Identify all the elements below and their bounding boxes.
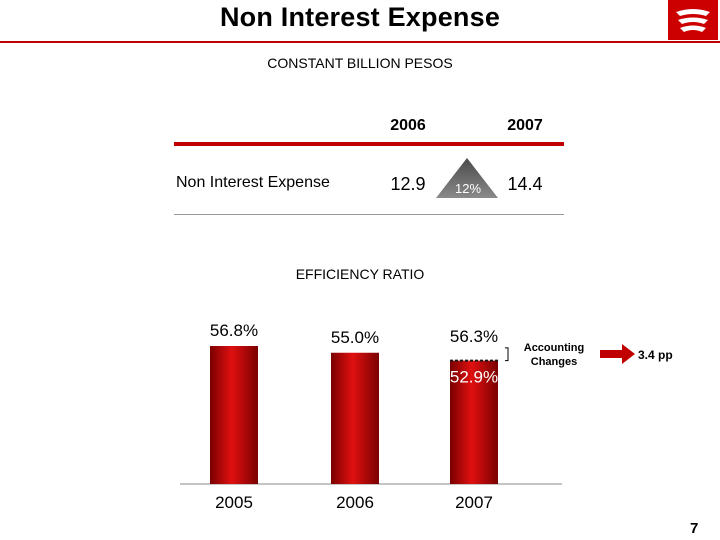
growth-triangle-icon	[436, 158, 498, 198]
value-2007: 14.4	[507, 174, 543, 194]
table-year-2006: 2006	[390, 117, 426, 134]
bar-value-label-2006: 55.0%	[331, 328, 379, 347]
bar-2007	[450, 360, 498, 484]
page-title: Non Interest Expense	[219, 2, 501, 32]
page-number: 7	[690, 520, 699, 537]
bar-value-label-2007: 56.3%	[450, 327, 498, 346]
x-tick-label-2005: 2005	[215, 493, 253, 512]
difference-value: 3.4 pp	[638, 348, 673, 362]
row-label: Non Interest Expense	[176, 174, 330, 191]
company-logo	[668, 0, 718, 40]
x-tick-label-2006: 2006	[336, 493, 374, 512]
right-arrow-icon	[600, 344, 635, 364]
bar-2005	[210, 346, 258, 484]
table-bottom-rule	[174, 214, 564, 215]
table-year-2007: 2007	[507, 117, 543, 134]
value-2006: 12.9	[390, 174, 426, 194]
bar-value-label-2005: 56.8%	[210, 321, 258, 340]
accounting-changes-label: Accounting Changes	[523, 342, 585, 368]
units-subtitle: CONSTANT BILLION PESOS	[267, 55, 453, 71]
table-header-rule	[174, 142, 564, 146]
adjusted-ratio-label: 52.9%	[450, 368, 498, 387]
title-divider	[0, 41, 720, 43]
growth-percent: 12%	[454, 181, 482, 196]
difference-bracket	[505, 347, 509, 362]
section-title: EFFICIENCY RATIO	[295, 266, 425, 282]
x-tick-label-2007: 2007	[455, 493, 493, 512]
bar-2006	[331, 352, 379, 484]
